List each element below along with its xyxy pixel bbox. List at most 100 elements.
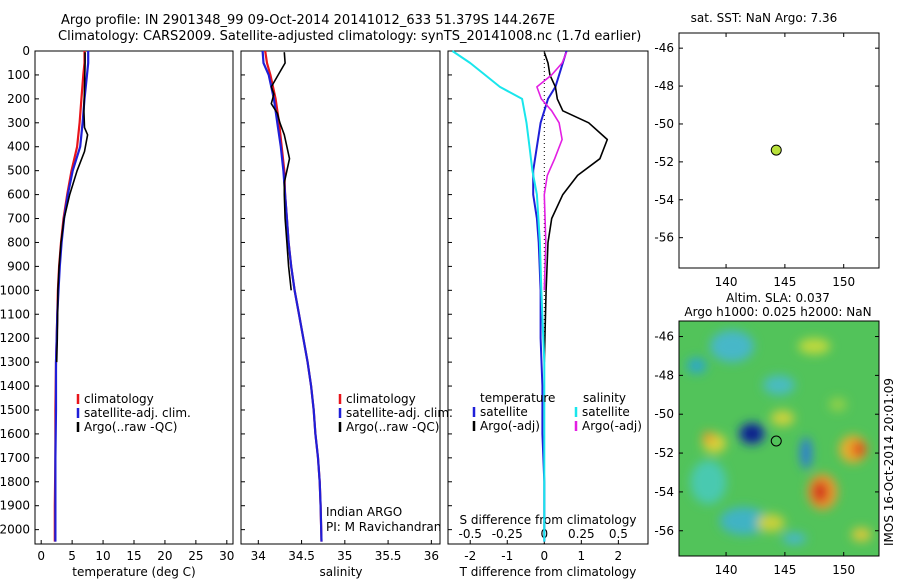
sla-anomaly-blob [719, 507, 768, 536]
sla-lat-label: -52 [654, 446, 674, 460]
depth-axis-label: 300 [7, 116, 30, 130]
sst-lon-label: 150 [832, 275, 855, 289]
salinity-axis-label: 35.5 [375, 549, 402, 563]
temperature-axis-title: temperature (deg C) [72, 565, 195, 579]
sla-anomaly-blob [828, 397, 847, 412]
temperature-legend-label-2: Argo(..raw -QC) [84, 420, 177, 434]
sla-lat-label: -50 [654, 407, 674, 421]
tdiff-axis-label: -2 [464, 549, 476, 563]
sla-anomaly-blob [690, 460, 727, 505]
figure-title-line2: Climatology: CARS2009. Satellite-adjuste… [58, 29, 642, 44]
tdiff-axis-label: 0 [540, 549, 548, 563]
temperature-axis-label: 20 [157, 549, 172, 563]
difference-legend-salinity-label-0: satellite [582, 405, 630, 419]
salinity-plot-frame [240, 50, 441, 545]
salinity-series-line [261, 50, 323, 542]
temperature-series-line [55, 52, 89, 363]
argo-location-marker [770, 144, 782, 156]
temperature-axis-label: 15 [126, 549, 141, 563]
sla-anomaly-blob [812, 480, 829, 503]
depth-axis-label: 1600 [0, 427, 30, 441]
sla-heatmap-field [679, 321, 879, 556]
salinity-legend-label-1: satellite-adj. clim. [346, 406, 453, 420]
sla-map-frame [678, 320, 880, 557]
sla-anomaly-blob [763, 375, 795, 396]
depth-axis-label: 1100 [0, 307, 30, 321]
temperature-series-line [54, 51, 90, 542]
salinity-axis-label: 34.5 [288, 549, 315, 563]
tdiff-axis-label: 1 [578, 549, 586, 563]
sla-anomaly-blob [744, 427, 759, 440]
difference-plot-frame [447, 50, 649, 545]
depth-axis-label: 900 [7, 259, 30, 273]
sst-lon-label: 140 [715, 275, 738, 289]
difference-legend-temperature-label-0: satellite [480, 405, 528, 419]
depth-axis-label: 700 [7, 212, 30, 226]
sla-anomaly-blob [798, 338, 831, 355]
depth-axis-label: 0 [22, 44, 30, 58]
depth-axis-label: 800 [7, 235, 30, 249]
difference-legend-title-salinity: salinity [583, 391, 626, 405]
temperature-plot-frame [34, 50, 234, 545]
salinity-legend-label-0: climatology [346, 392, 416, 406]
depth-axis-label: 100 [7, 68, 30, 82]
difference-legend-title-temperature: temperature [480, 391, 555, 405]
temperature-axis-label: 30 [219, 549, 234, 563]
sla-lon-label: 140 [715, 563, 738, 577]
sst-map-title: sat. SST: NaN Argo: 7.36 [691, 11, 838, 25]
difference-legend-temperature-label-1: Argo(-adj) [480, 419, 540, 433]
sst-lon-label: 145 [773, 275, 796, 289]
sla-lat-label: -54 [654, 485, 674, 499]
depth-axis-label: 1700 [0, 451, 30, 465]
depth-axis-label: 1000 [0, 283, 30, 297]
difference-series-line [536, 51, 568, 291]
temperature-axis-label: 10 [95, 549, 110, 563]
depth-axis-label: 1800 [0, 475, 30, 489]
difference-series-line [543, 51, 609, 363]
figure-title-line1: Argo profile: IN 2901348_99 09-Oct-2014 … [61, 13, 556, 28]
sla-anomaly-blob [709, 330, 754, 363]
temperature-legend-label-1: satellite-adj. clim. [84, 406, 191, 420]
salinity-axis-label: 35 [337, 549, 352, 563]
pi-annotation-line2: PI: M Ravichandran [326, 520, 441, 534]
sla-anomaly-blob [800, 437, 813, 470]
sla-anomaly-blob [782, 532, 807, 545]
sst-map-frame [678, 32, 880, 269]
depth-axis-label: 200 [7, 92, 30, 106]
depth-axis-label: 1300 [0, 355, 30, 369]
salinity-series-line [264, 50, 323, 542]
depth-axis-label: 1900 [0, 499, 30, 513]
salinity-series-line [270, 52, 292, 291]
sst-lat-label: -48 [654, 79, 674, 93]
sla-lon-label: 150 [832, 563, 855, 577]
sst-lat-label: -50 [654, 117, 674, 131]
difference-series-line [451, 50, 546, 542]
sla-lat-label: -48 [654, 368, 674, 382]
sst-lat-label: -54 [654, 193, 674, 207]
depth-axis-label: 1200 [0, 331, 30, 345]
sla-map-subtitle: Argo h1000: 0.025 h2000: NaN [684, 305, 871, 319]
sla-lat-label: -56 [654, 524, 674, 538]
salinity-axis-label: 34 [251, 549, 266, 563]
temperature-axis-label: 0 [37, 549, 45, 563]
difference-legend-salinity-label-1: Argo(-adj) [582, 419, 642, 433]
sla-argo-location-marker [770, 435, 782, 447]
sla-anomaly-blob [770, 410, 795, 427]
tdiff-axis-label: 2 [615, 549, 623, 563]
sla-lon-label: 145 [773, 563, 796, 577]
sla-anomaly-blobs [686, 330, 872, 545]
sla-anomaly-blob [756, 513, 785, 532]
tdiff-axis-title: T difference from climatology [459, 565, 637, 579]
salinity-axis-title: salinity [319, 565, 362, 579]
sdiff-axis-label: 0.25 [568, 527, 595, 541]
sdiff-axis-label: 0.5 [609, 527, 628, 541]
sst-lat-label: -56 [654, 231, 674, 245]
sst-lat-label: -52 [654, 155, 674, 169]
temperature-legend-label-0: climatology [84, 392, 154, 406]
salinity-axis-label: 36 [424, 549, 439, 563]
sla-anomaly-blob [702, 431, 715, 444]
pi-annotation-line1: Indian ARGO [326, 505, 402, 519]
tdiff-axis-label: -1 [501, 549, 513, 563]
depth-axis-label: 400 [7, 140, 30, 154]
